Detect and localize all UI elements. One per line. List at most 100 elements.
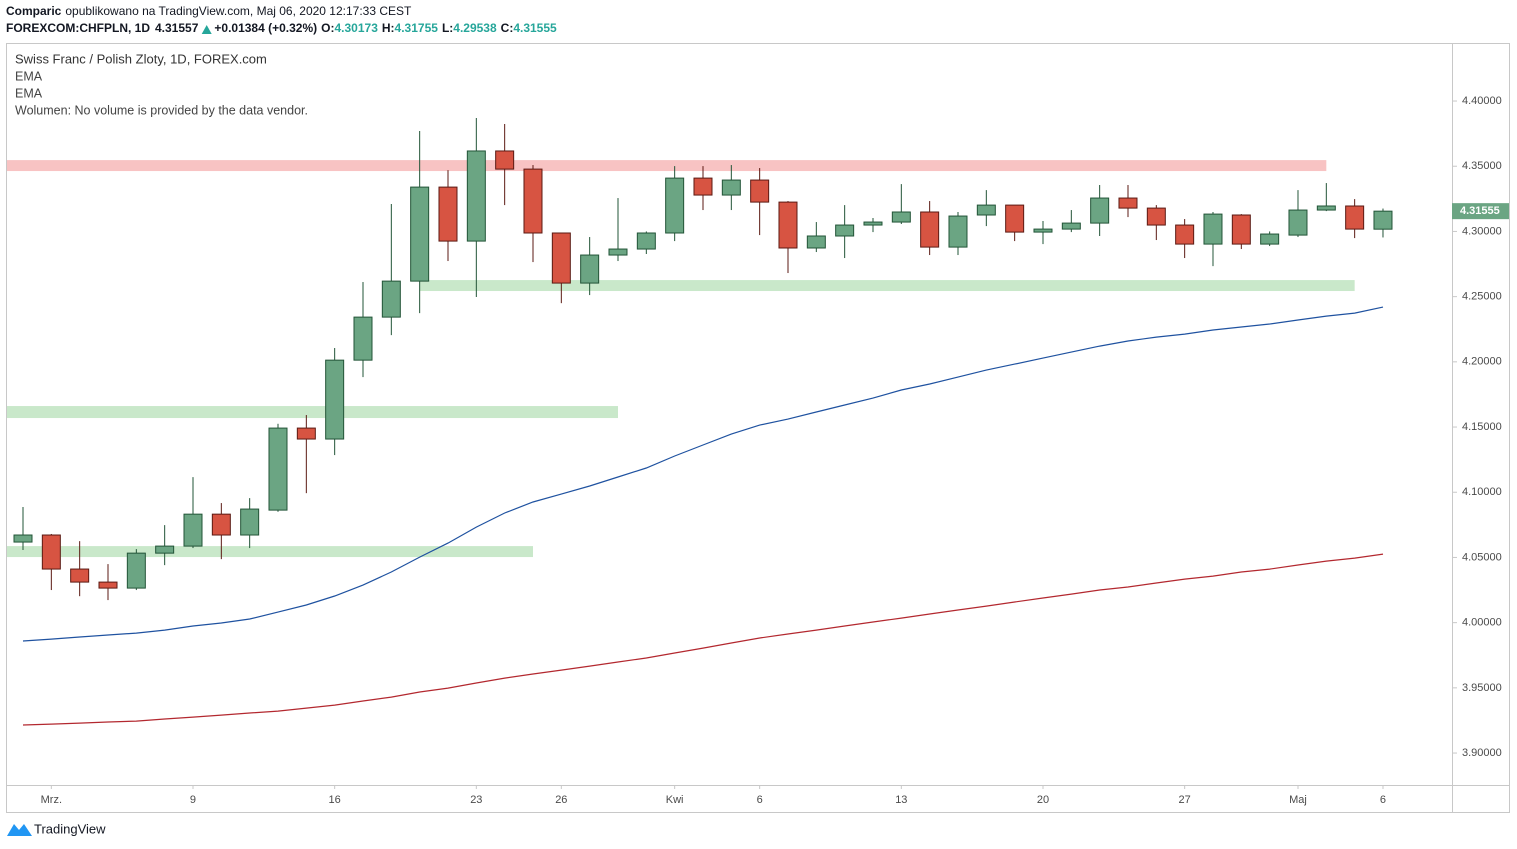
- candle-body: [211, 513, 231, 536]
- candle-body: [665, 177, 685, 234]
- x-tick-label: 27: [1179, 794, 1191, 806]
- x-tick-label: 16: [329, 794, 341, 806]
- candle-body: [466, 150, 486, 242]
- y-tick-label: 3.90000: [1462, 747, 1502, 759]
- candle-body: [750, 179, 770, 203]
- candle-body: [976, 204, 996, 216]
- candle-body: [240, 508, 260, 536]
- candle-body: [325, 359, 345, 440]
- symbol-line: FOREXCOM:CHFPLN, 1D 4.31557 +0.01384 (+0.3…: [6, 21, 557, 35]
- y-tick-label: 4.40000: [1462, 95, 1502, 107]
- y-tick-label: 4.25000: [1462, 291, 1502, 303]
- candle-body: [1146, 207, 1166, 226]
- brand-logo: [7, 824, 32, 836]
- volume-note: Wolumen: No volume is provided by the da…: [15, 103, 308, 117]
- x-tick-label: 26: [555, 794, 567, 806]
- candle-body: [863, 221, 883, 226]
- symbol: FOREXCOM:CHFPLN, 1D: [6, 21, 150, 35]
- footer: TradingView: [7, 821, 106, 836]
- ohlc-value: 4.30173: [334, 21, 378, 35]
- x-tick-label: 6: [757, 794, 763, 806]
- candle-body: [778, 201, 798, 249]
- candle-body: [806, 235, 826, 249]
- candle-body: [1316, 205, 1336, 211]
- y-tick-label: 3.95000: [1462, 682, 1502, 694]
- chart-title: Swiss Franc / Polish Zloty, 1D, FOREX.co…: [15, 51, 267, 66]
- x-tick-label: Maj: [1289, 794, 1307, 806]
- x-tick-label: 9: [190, 794, 196, 806]
- candle-body: [636, 232, 656, 250]
- last-price-box: [1452, 203, 1509, 220]
- candle-body: [1231, 214, 1251, 245]
- ema-line: [22, 306, 1384, 642]
- x-tick-label: 20: [1037, 794, 1049, 806]
- candle-body: [891, 211, 911, 223]
- legend-entry: EMA: [15, 86, 43, 100]
- price-zone: [7, 160, 1327, 172]
- candle-body: [1373, 210, 1393, 230]
- price-zone: [7, 546, 533, 558]
- x-tick-label: Kwi: [666, 794, 684, 806]
- y-tick-label: 4.30000: [1462, 225, 1502, 237]
- ohlc-label: H:: [382, 21, 395, 35]
- candle-body: [721, 179, 741, 196]
- ohlc-value: 4.29538: [453, 21, 497, 35]
- last-price-label: 4.31555: [1460, 205, 1500, 217]
- ema-line: [22, 553, 1384, 726]
- candle-body: [1061, 222, 1081, 230]
- candle-body: [41, 534, 61, 570]
- candle-body: [523, 168, 543, 234]
- chart-frame: [6, 43, 1510, 813]
- x-tick-label: Mrz.: [41, 794, 62, 806]
- candle-body: [296, 427, 316, 440]
- candle-body: [381, 280, 401, 318]
- candle-body: [1203, 213, 1223, 245]
- candle-body: [693, 177, 713, 196]
- last-price: 4.31557: [155, 21, 199, 35]
- candle-body: [1345, 205, 1365, 230]
- x-tick-label: 23: [470, 794, 482, 806]
- candle-body: [495, 150, 515, 170]
- ohlc-label: C:: [501, 21, 514, 35]
- legend-entry: EMA: [15, 69, 43, 83]
- candle-body: [155, 545, 175, 554]
- y-tick-label: 4.05000: [1462, 551, 1502, 563]
- brand: TradingView: [34, 821, 106, 836]
- candle-body: [1090, 197, 1110, 224]
- candle-body: [948, 215, 968, 248]
- author: Comparic: [6, 4, 62, 18]
- chart: 3.90000 3.95000 4.00000 4.05000 4.10000 4.150…: [6, 43, 1510, 813]
- candle-body: [98, 581, 118, 589]
- candle-body: [580, 254, 600, 284]
- candle-body: [1175, 224, 1195, 245]
- candle-body: [13, 534, 33, 543]
- y-tick-label: 4.35000: [1462, 160, 1502, 172]
- candle-body: [1005, 204, 1025, 233]
- ohlc-label: O:: [321, 21, 334, 35]
- ohlc-value: 4.31755: [395, 21, 439, 35]
- up-arrow-icon: [201, 25, 212, 34]
- ohlc-label: L:: [442, 21, 453, 35]
- candle-body: [1118, 197, 1138, 209]
- candle-body: [1260, 233, 1280, 245]
- candle-body: [551, 232, 571, 284]
- x-tick-label: 6: [1380, 794, 1386, 806]
- change: +0.01384 (+0.32%): [214, 21, 317, 35]
- candle-body: [70, 568, 90, 583]
- candle-body: [438, 186, 458, 242]
- candle-body: [608, 248, 628, 256]
- ohlc-value: 4.31555: [513, 21, 557, 35]
- candle-body: [835, 224, 855, 237]
- y-tick-label: 4.10000: [1462, 486, 1502, 498]
- x-tick-label: 13: [895, 794, 907, 806]
- price-zone: [419, 280, 1355, 292]
- y-tick-label: 4.20000: [1462, 356, 1502, 368]
- candle-body: [353, 316, 373, 361]
- candle-body: [183, 513, 203, 547]
- published: opublikowano na TradingView.com, Maj 06,…: [65, 4, 412, 18]
- candle-body: [410, 186, 430, 282]
- candle-body: [268, 427, 288, 511]
- candle-body: [920, 211, 940, 248]
- candle-body: [1033, 228, 1053, 233]
